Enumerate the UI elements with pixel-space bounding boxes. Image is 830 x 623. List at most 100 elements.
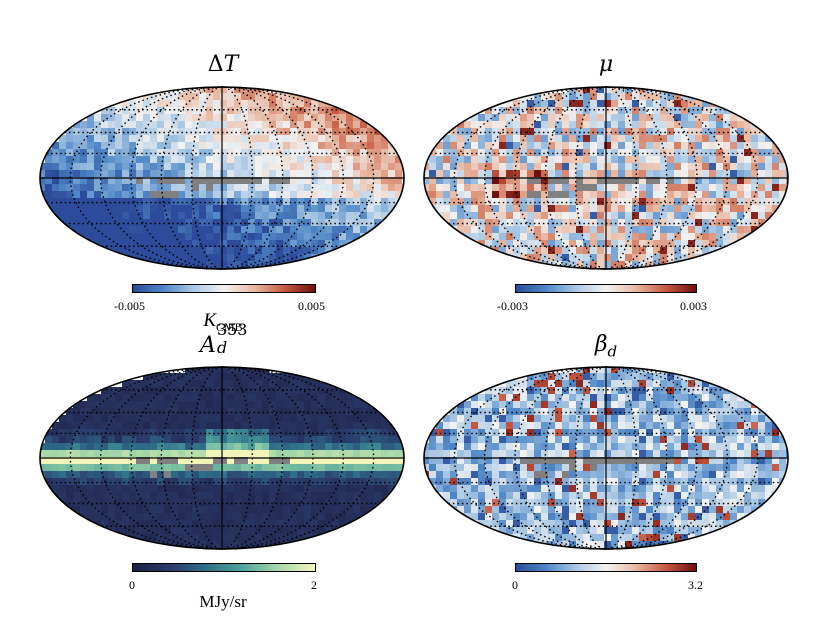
map-pixel	[471, 212, 479, 220]
map-pixel	[639, 100, 647, 108]
map-pixel	[374, 443, 382, 451]
map-pixel	[122, 149, 130, 157]
map-outline	[423, 86, 789, 270]
map-pixel	[367, 485, 375, 493]
map-pixel	[660, 548, 668, 549]
map-pixel	[702, 443, 710, 451]
map-pixel	[548, 485, 556, 493]
map-pixel	[150, 520, 158, 528]
map-pixel	[248, 163, 256, 171]
map-pixel	[590, 100, 598, 108]
map-pixel	[304, 205, 312, 213]
map-pixel	[234, 191, 242, 199]
map-pixel	[374, 205, 382, 213]
map-pixel	[227, 184, 235, 192]
map-pixel	[520, 247, 528, 255]
map-pixel	[576, 422, 584, 430]
map-pixel	[688, 191, 696, 199]
map-pixel	[527, 107, 535, 115]
map-pixel	[227, 422, 235, 430]
map-pixel	[744, 128, 752, 136]
map-pixel	[297, 450, 305, 458]
map-pixel	[653, 254, 661, 262]
map-pixel	[276, 415, 284, 423]
map-pixel	[311, 506, 319, 514]
map-pixel	[164, 233, 172, 241]
map-pixel	[499, 520, 507, 528]
map-pixel	[457, 205, 465, 213]
map-pixel	[164, 373, 172, 381]
map-pixel	[758, 198, 766, 206]
map-pixel	[199, 163, 207, 171]
map-pixel	[478, 149, 486, 157]
map-pixel	[639, 464, 647, 472]
map-pixel	[534, 128, 542, 136]
map-pixel	[646, 177, 654, 185]
map-pixel	[185, 128, 193, 136]
map-pixel	[667, 191, 675, 199]
map-pixel	[436, 184, 444, 192]
map-pixel	[276, 156, 284, 164]
map-pixel	[290, 443, 298, 451]
map-pixel	[611, 373, 619, 381]
map-pixel	[646, 268, 654, 269]
map-pixel	[101, 205, 109, 213]
map-pixel	[94, 205, 102, 213]
map-pixel	[520, 170, 528, 178]
map-pixel	[464, 506, 472, 514]
map-pixel	[681, 492, 689, 500]
map-pixel	[157, 534, 165, 542]
map-pixel	[723, 121, 731, 129]
map-pixel	[471, 394, 479, 402]
map-pixel	[388, 450, 396, 458]
map-pixel	[297, 121, 305, 129]
map-pixel	[255, 233, 263, 241]
map-pixel	[709, 233, 717, 241]
map-pixel	[255, 170, 263, 178]
map-pixel	[590, 240, 598, 248]
map-pixel	[667, 478, 675, 486]
map-pixel	[45, 471, 53, 479]
map-pixel	[604, 114, 612, 122]
map-pixel	[178, 212, 186, 220]
map-pixel	[353, 156, 361, 164]
map-pixel	[108, 114, 116, 122]
map-pixel	[667, 464, 675, 472]
map-pixel	[80, 401, 88, 409]
map-pixel	[478, 492, 486, 500]
map-pixel	[178, 240, 186, 248]
map-pixel	[227, 436, 235, 444]
map-pixel	[632, 367, 640, 374]
map-pixel	[248, 254, 256, 262]
map-pixel	[94, 156, 102, 164]
map-pixel	[290, 450, 298, 458]
map-pixel	[311, 163, 319, 171]
map-pixel	[590, 205, 598, 213]
map-pixel	[555, 415, 563, 423]
map-pixel	[695, 499, 703, 507]
map-pixel	[772, 478, 780, 486]
map-pixel	[206, 254, 214, 262]
map-pixel	[569, 527, 577, 535]
map-pixel	[269, 135, 277, 143]
map-pixel	[262, 128, 270, 136]
map-pixel	[157, 499, 165, 507]
map-pixel	[59, 163, 67, 171]
map-pixel	[688, 163, 696, 171]
map-pixel	[178, 163, 186, 171]
map-pixel	[625, 121, 633, 129]
map-pixel	[227, 135, 235, 143]
map-pixel	[157, 205, 165, 213]
map-pixel	[360, 219, 368, 227]
map-pixel	[150, 499, 158, 507]
map-pixel	[402, 198, 404, 206]
map-pixel	[639, 422, 647, 430]
map-pixel	[129, 247, 137, 255]
map-pixel	[185, 541, 193, 549]
map-pixel	[604, 212, 612, 220]
map-pixel	[492, 401, 500, 409]
map-pixel	[262, 520, 270, 528]
map-pixel	[765, 485, 773, 493]
map-pixel	[737, 478, 745, 486]
map-pixel	[171, 254, 179, 262]
